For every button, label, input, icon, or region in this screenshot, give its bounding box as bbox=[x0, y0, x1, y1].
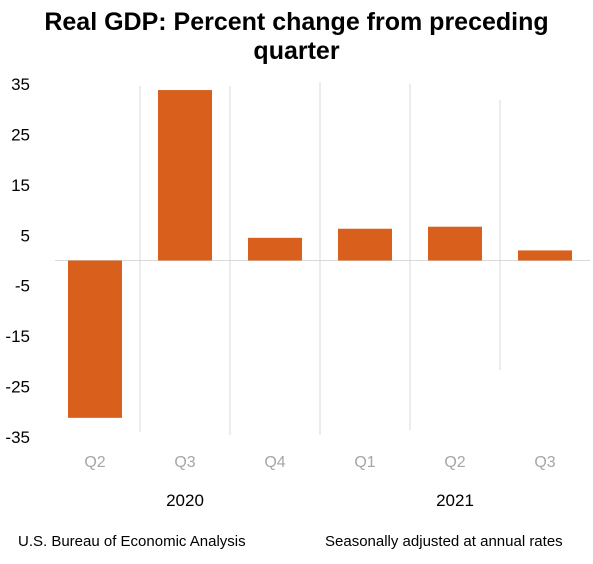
bar bbox=[158, 90, 212, 261]
bars bbox=[68, 90, 572, 418]
bar bbox=[68, 260, 122, 418]
x-tick-label: Q3 bbox=[534, 454, 555, 471]
year-label: 2020 bbox=[166, 491, 204, 510]
quarter-separators bbox=[139, 82, 501, 435]
x-tick-label: Q3 bbox=[174, 454, 195, 471]
y-tick-label: 25 bbox=[11, 125, 30, 144]
y-axis-ticks: 35 25 15 5 -5 -15 -25 -35 bbox=[5, 75, 30, 447]
bar bbox=[428, 226, 482, 261]
x-tick-label: Q2 bbox=[84, 454, 105, 471]
x-tick-label: Q2 bbox=[444, 454, 465, 471]
y-tick-label: -25 bbox=[5, 378, 30, 397]
x-tick-label: Q4 bbox=[264, 454, 285, 471]
chart-title: Real GDP: Percent change from preceding … bbox=[44, 8, 549, 65]
x-axis-ticks: Q2 Q3 Q4 Q1 Q2 Q3 bbox=[84, 454, 555, 471]
y-tick-label: 5 bbox=[21, 226, 30, 245]
bar bbox=[518, 250, 572, 261]
x-tick-label: Q1 bbox=[354, 454, 375, 471]
y-tick-label: 15 bbox=[11, 176, 30, 195]
source-note: U.S. Bureau of Economic Analysis bbox=[18, 533, 246, 550]
year-labels: 2020 2021 bbox=[166, 491, 474, 510]
bar bbox=[338, 228, 392, 261]
y-tick-label: -15 bbox=[5, 327, 30, 346]
bar bbox=[248, 237, 302, 261]
y-tick-label: 35 bbox=[11, 75, 30, 94]
y-tick-label: -35 bbox=[5, 428, 30, 447]
y-tick-label: -5 bbox=[15, 277, 30, 296]
year-label: 2021 bbox=[436, 491, 474, 510]
adjustment-note: Seasonally adjusted at annual rates bbox=[325, 533, 563, 550]
